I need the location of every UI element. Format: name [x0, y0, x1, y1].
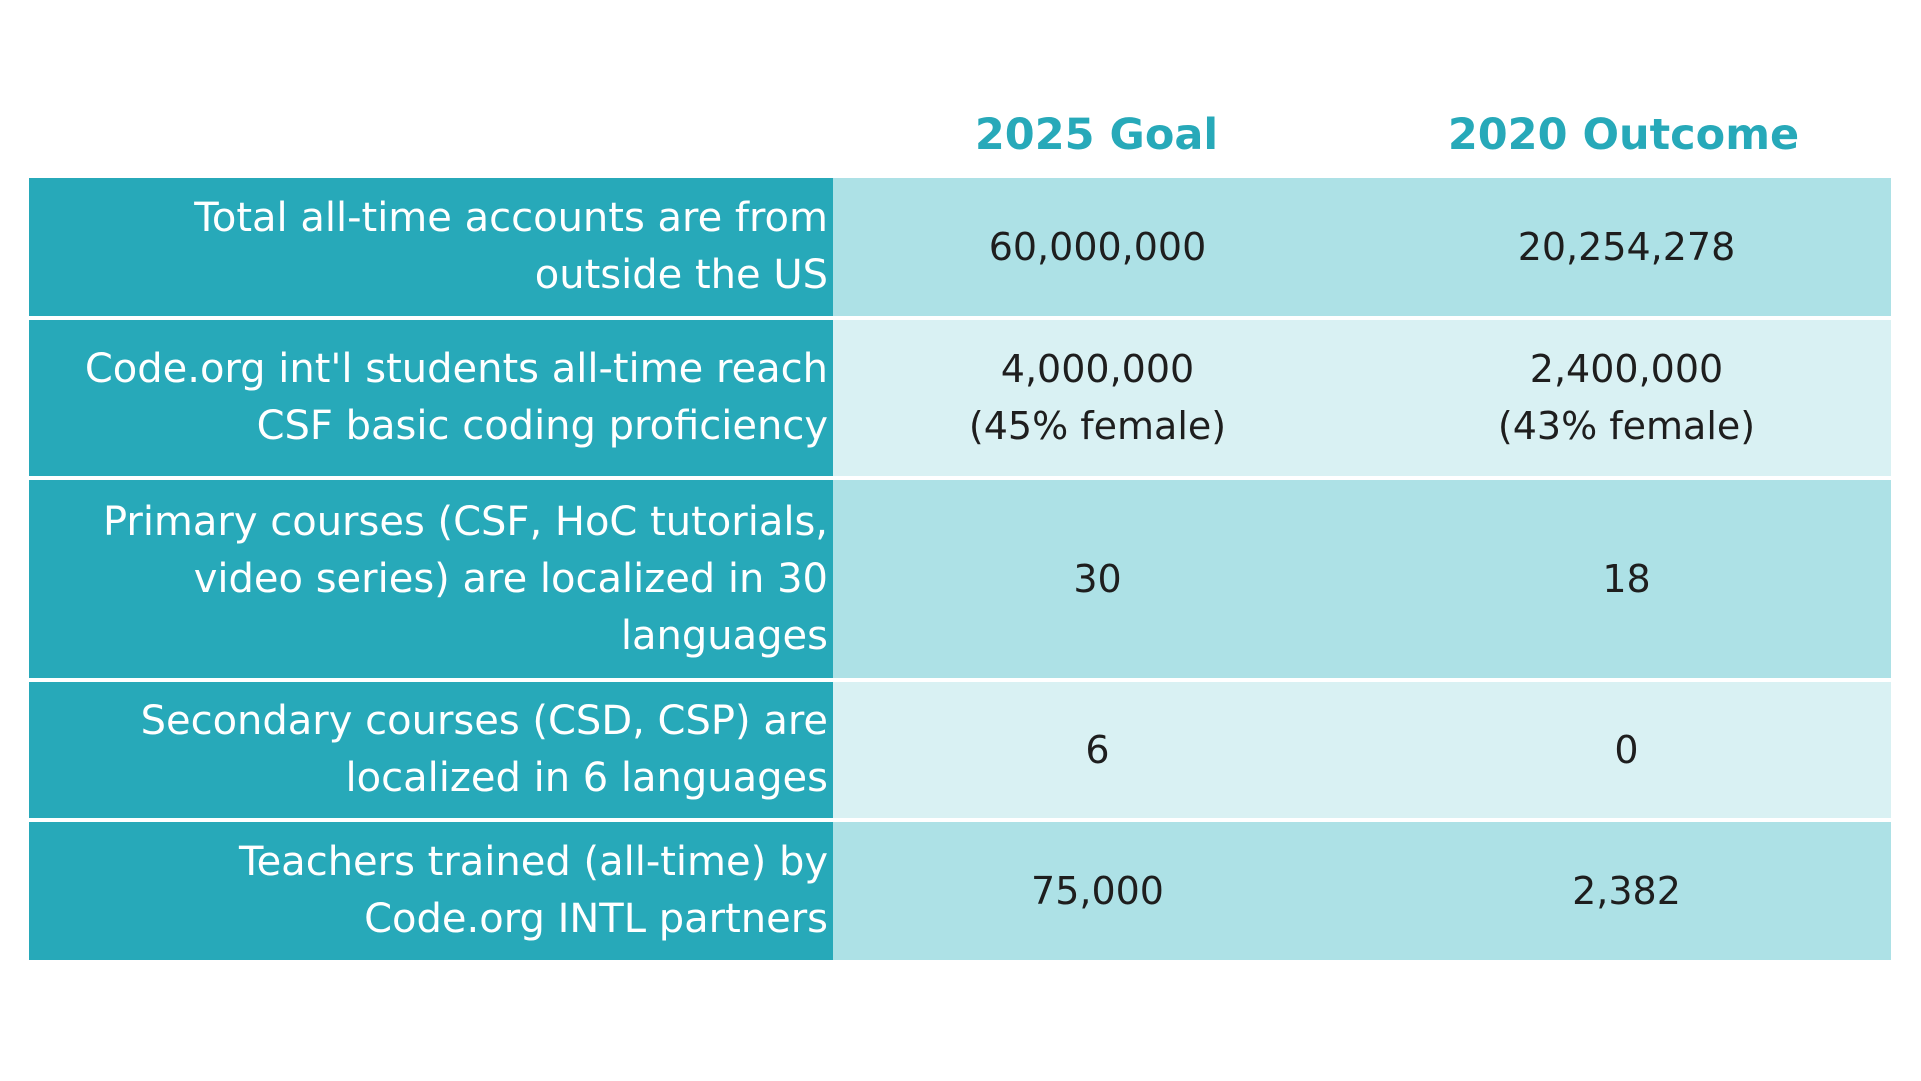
outcome-cell: 2,382	[1362, 822, 1891, 960]
row-label-line: outside the US	[534, 252, 828, 298]
row-label: Teachers trained (all-time) by Code.org …	[29, 822, 833, 960]
goal-cell: 60,000,000	[833, 178, 1362, 316]
row-label-line: Total all-time accounts are from	[194, 195, 828, 241]
outcome-value: 20,254,278	[1517, 224, 1736, 269]
goal-value: 30	[1073, 556, 1122, 601]
column-header-2020-outcome: 2020 Outcome	[1447, 110, 1800, 160]
row-label-line: CSF basic coding proficiency	[256, 403, 828, 449]
table-row: Teachers trained (all-time) by Code.org …	[29, 822, 1891, 960]
goal-value: 4,000,000 (45% female)	[968, 347, 1227, 448]
row-label-line: Code.org INTL partners	[364, 896, 828, 942]
goal-cell: 30	[833, 480, 1362, 678]
row-label-line: localized in 6 languages	[345, 755, 828, 801]
table-header: 2025 Goal 2020 Outcome	[29, 95, 1891, 175]
goal-value: 6	[1085, 727, 1110, 772]
column-header-2025-goal: 2025 Goal	[974, 110, 1219, 160]
goal-value: 75,000	[1031, 868, 1164, 913]
goal-cell: 6	[833, 682, 1362, 818]
table-row: Total all-time accounts are from outside…	[29, 178, 1891, 320]
row-label: Primary courses (CSF, HoC tutorials, vid…	[29, 480, 833, 678]
row-label-line: languages	[620, 612, 828, 659]
row-label-line: Secondary courses (CSD, CSP) are	[140, 698, 828, 744]
table-row: Secondary courses (CSD, CSP) are localiz…	[29, 682, 1891, 822]
goal-cell: 75,000	[833, 822, 1362, 960]
row-label-line: video series) are localized in 30	[193, 555, 828, 602]
goal-value: 60,000,000	[988, 224, 1207, 269]
outcome-value: 2,400,000 (43% female)	[1497, 347, 1756, 448]
outcome-value: 18	[1602, 556, 1651, 601]
row-label-line: Code.org int'l students all-time reach	[84, 346, 828, 392]
table-row: Primary courses (CSF, HoC tutorials, vid…	[29, 480, 1891, 682]
outcome-value: 0	[1614, 727, 1639, 772]
table-row: Code.org int'l students all-time reach C…	[29, 320, 1891, 480]
outcome-cell: 20,254,278	[1362, 178, 1891, 316]
row-label-line: Primary courses (CSF, HoC tutorials,	[102, 498, 828, 545]
goals-table: Total all-time accounts are from outside…	[29, 178, 1891, 960]
row-label: Secondary courses (CSD, CSP) are localiz…	[29, 682, 833, 818]
row-label: Total all-time accounts are from outside…	[29, 178, 833, 316]
outcome-value: 2,382	[1572, 868, 1681, 913]
outcome-cell: 2,400,000 (43% female)	[1362, 320, 1891, 476]
outcome-cell: 0	[1362, 682, 1891, 818]
goal-cell: 4,000,000 (45% female)	[833, 320, 1362, 476]
outcome-cell: 18	[1362, 480, 1891, 678]
row-label-line: Teachers trained (all-time) by	[238, 839, 828, 885]
row-label: Code.org int'l students all-time reach C…	[29, 320, 833, 476]
